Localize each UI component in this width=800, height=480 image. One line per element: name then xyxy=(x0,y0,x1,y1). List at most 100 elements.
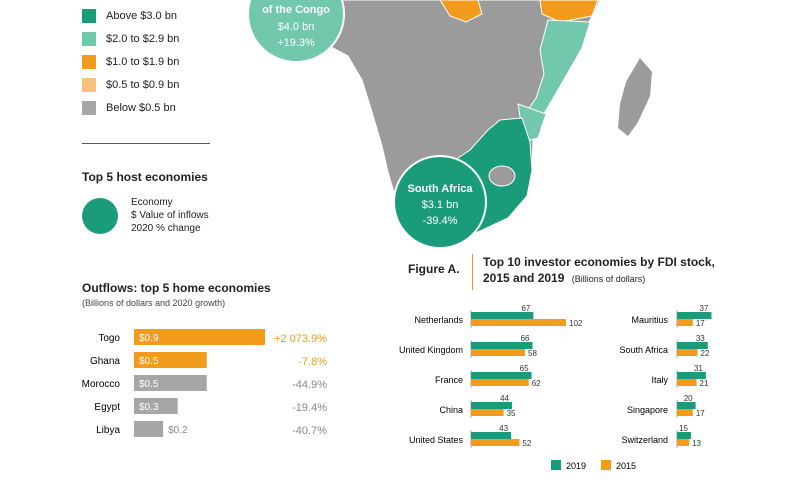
fdi-bar-2019 xyxy=(471,372,532,379)
congo-bubble xyxy=(247,0,345,63)
fdi-value-2019: 66 xyxy=(521,334,530,343)
outflow-category-label: Libya xyxy=(96,425,120,436)
fdi-bar-2019 xyxy=(677,342,708,349)
fdi-value-2015: 22 xyxy=(700,349,709,358)
figure-a-title-line1: Top 10 investor economies by FDI stock, xyxy=(483,255,715,269)
fdi-value-2019: 20 xyxy=(684,394,693,403)
outflow-category-label: Togo xyxy=(98,333,120,344)
legend-label: $1.0 to $1.9 bn xyxy=(106,56,180,68)
fdi-value-2015: 13 xyxy=(692,439,701,448)
fdi-value-2019: 65 xyxy=(520,364,529,373)
fdi-legend-swatch-2019 xyxy=(551,460,561,470)
fdi-category-label: Switzerland xyxy=(621,435,668,445)
legend-label: $0.5 to $0.9 bn xyxy=(106,79,180,91)
legend-item: $1.0 to $1.9 bn xyxy=(82,54,179,70)
legend-item: $2.0 to $2.9 bn xyxy=(82,31,179,47)
outflow-value-label: $0.2 xyxy=(168,425,188,436)
outflow-value-label: $0.5 xyxy=(139,356,159,367)
congo-value-label: $4.0 bn xyxy=(278,21,315,33)
fdi-legend-swatch-2015 xyxy=(601,460,611,470)
fdi-value-2015: 21 xyxy=(700,379,709,388)
map-region-orange-2 xyxy=(539,0,599,23)
south-africa-value-label: $3.1 bn xyxy=(422,199,459,211)
outflow-category-label: Egypt xyxy=(94,402,120,413)
africa-map: of the Congo $4.0 bn +19.3% South Africa… xyxy=(236,0,652,249)
legend-item: $0.5 to $0.9 bn xyxy=(82,77,179,93)
outflow-growth-label: -19.4% xyxy=(292,402,327,414)
fdi-bar-2015 xyxy=(677,439,690,446)
figure-a-title: Top 10 investor economies by FDI stock, … xyxy=(483,254,715,287)
figure-a-title-line2: 2015 and 2019 xyxy=(483,271,565,285)
outflow-growth-label: -44.9% xyxy=(292,379,327,391)
outflow-bar xyxy=(134,352,207,368)
fdi-value-2019: 43 xyxy=(499,424,508,433)
fdi-category-label: Singapore xyxy=(627,405,668,415)
legend-item: Below $0.5 bn xyxy=(82,100,176,116)
fdi-bar-2015 xyxy=(471,439,520,446)
fdi-value-2019: 37 xyxy=(700,304,709,313)
fdi-value-2019: 33 xyxy=(696,334,705,343)
outflow-value-label: $0.3 xyxy=(139,402,159,413)
fdi-legend-label-2015: 2015 xyxy=(616,461,636,471)
fdi-value-2015: 102 xyxy=(569,319,583,328)
fdi-value-2015: 62 xyxy=(532,379,541,388)
fdi-category-label: France xyxy=(435,375,463,385)
legend-swatch xyxy=(82,32,96,46)
fdi-category-label: China xyxy=(439,405,463,415)
key-line-value: $ Value of inflows xyxy=(131,210,209,221)
key-line-change: 2020 % change xyxy=(131,223,201,234)
key-line-economy: Economy xyxy=(131,197,173,208)
fdi-category-label: United States xyxy=(409,435,464,445)
legend-item: Above $3.0 bn xyxy=(82,8,177,24)
fdi-value-2019: 67 xyxy=(521,304,530,313)
figure-a-label: Figure A. xyxy=(408,262,460,276)
fdi-category-label: Netherlands xyxy=(414,315,463,325)
outflow-bar xyxy=(134,421,164,437)
fdi-bar-2019 xyxy=(677,312,712,319)
outflow-bar xyxy=(134,329,265,345)
figure-a-units: (Billions of dollars) xyxy=(571,274,646,284)
fdi-value-2015: 17 xyxy=(696,409,705,418)
fdi-bar-2019 xyxy=(471,342,533,349)
fdi-value-2015: 58 xyxy=(528,349,537,358)
outflow-growth-label: -7.8% xyxy=(298,356,327,368)
fdi-bar-2015 xyxy=(677,319,693,326)
legend-label: Below $0.5 bn xyxy=(106,102,176,114)
figure-a-divider xyxy=(472,254,473,290)
south-africa-change-label: -39.4% xyxy=(423,215,458,227)
south-africa-name-label: South Africa xyxy=(408,183,474,195)
fdi-bar-2019 xyxy=(471,402,512,409)
fdi-bar-2019 xyxy=(677,402,696,409)
legend-label: $2.0 to $2.9 bn xyxy=(106,33,180,45)
top5-title: Top 5 host economies xyxy=(82,170,208,184)
legend-swatch xyxy=(82,78,96,92)
figure-a-title-line2-row: 2015 and 2019 (Billions of dollars) xyxy=(483,270,715,287)
legend-divider xyxy=(82,143,210,144)
fdi-category-label: Mauritius xyxy=(631,315,668,325)
fdi-bar-2019 xyxy=(471,312,534,319)
fdi-value-2019: 44 xyxy=(500,394,509,403)
outflow-bar xyxy=(134,398,178,414)
outflow-category-label: Ghana xyxy=(90,356,120,367)
figure-a-chart: Netherlands 67 102 United Kingdom 66 58 France… xyxy=(399,304,712,471)
fdi-bar-2019 xyxy=(471,432,512,439)
fdi-bar-2015 xyxy=(677,409,693,416)
fdi-value-2019: 31 xyxy=(694,364,703,373)
fdi-category-label: United Kingdom xyxy=(399,345,463,355)
outflow-growth-label: -40.7% xyxy=(292,425,327,437)
fdi-bar-2019 xyxy=(677,372,706,379)
outflow-category-label: Morocco xyxy=(82,379,121,390)
fdi-bar-2015 xyxy=(677,379,697,386)
legend-label: Above $3.0 bn xyxy=(106,10,177,22)
outflow-value-label: $0.5 xyxy=(139,379,159,390)
fdi-value-2015: 52 xyxy=(522,439,531,448)
fdi-value-2015: 17 xyxy=(696,319,705,328)
fdi-value-2019: 15 xyxy=(679,424,688,433)
fdi-category-label: Italy xyxy=(651,375,668,385)
map-lesotho xyxy=(488,165,516,187)
outflows-subtitle: (Billions of dollars and 2020 growth) xyxy=(82,298,226,308)
fdi-bar-2015 xyxy=(471,409,504,416)
outflow-growth-label: +2 073.9% xyxy=(274,333,327,345)
outflows-title: Outflows: top 5 home economies xyxy=(82,281,271,295)
fdi-bar-2015 xyxy=(471,349,526,356)
